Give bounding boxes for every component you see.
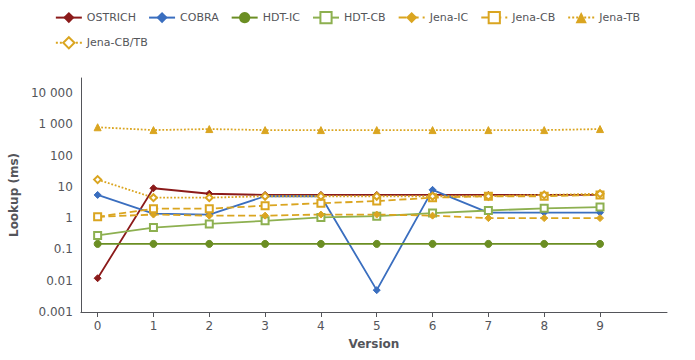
svg-text:Jena-TB: Jena-TB xyxy=(598,11,640,24)
svg-text:10 000: 10 000 xyxy=(31,86,73,100)
svg-text:1 000: 1 000 xyxy=(39,117,73,131)
svg-text:5: 5 xyxy=(373,319,381,333)
svg-text:9: 9 xyxy=(596,319,604,333)
svg-text:1: 1 xyxy=(150,319,158,333)
svg-text:8: 8 xyxy=(540,319,548,333)
svg-text:2: 2 xyxy=(205,319,213,333)
svg-text:HDT-IC: HDT-IC xyxy=(263,11,301,24)
svg-text:6: 6 xyxy=(429,319,437,333)
svg-text:OSTRICH: OSTRICH xyxy=(87,11,136,24)
svg-text:COBRA: COBRA xyxy=(180,11,219,24)
svg-text:0.001: 0.001 xyxy=(39,305,73,319)
svg-text:Jena-CB/TB: Jena-CB/TB xyxy=(86,36,148,49)
svg-text:7: 7 xyxy=(485,319,493,333)
svg-text:3: 3 xyxy=(261,319,269,333)
svg-text:0.01: 0.01 xyxy=(46,274,73,288)
svg-text:100: 100 xyxy=(50,149,73,163)
svg-text:HDT-CB: HDT-CB xyxy=(344,11,386,24)
svg-text:1: 1 xyxy=(65,211,73,225)
svg-text:Jena-CB: Jena-CB xyxy=(511,11,555,24)
svg-text:Version: Version xyxy=(349,337,400,351)
svg-text:Lookup (ms): Lookup (ms) xyxy=(7,153,21,237)
svg-text:4: 4 xyxy=(317,319,325,333)
svg-text:0: 0 xyxy=(94,319,102,333)
svg-text:0.1: 0.1 xyxy=(54,242,73,256)
svg-text:Jena-IC: Jena-IC xyxy=(429,11,469,24)
svg-text:10: 10 xyxy=(58,180,73,194)
